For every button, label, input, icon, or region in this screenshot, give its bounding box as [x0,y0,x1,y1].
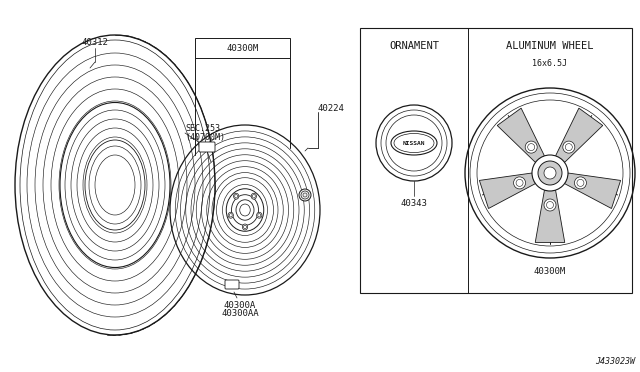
Ellipse shape [257,212,262,218]
Ellipse shape [228,212,234,218]
Text: J433023W: J433023W [595,357,635,366]
Circle shape [299,189,311,201]
Polygon shape [479,173,536,208]
Text: 16x6.5J: 16x6.5J [532,58,568,67]
Circle shape [544,199,556,211]
Circle shape [544,167,556,179]
Text: 40343: 40343 [401,199,428,208]
Text: (40700M): (40700M) [185,132,225,141]
Circle shape [575,177,586,189]
Text: 40300AA: 40300AA [221,310,259,318]
Text: NISSAN: NISSAN [403,141,425,145]
Ellipse shape [251,193,257,199]
Polygon shape [564,173,621,208]
Polygon shape [556,108,603,163]
Polygon shape [535,190,564,243]
Text: 40312: 40312 [81,38,108,46]
Text: 40224: 40224 [318,103,345,112]
Polygon shape [497,108,545,163]
Circle shape [563,141,575,153]
Circle shape [538,161,562,185]
FancyBboxPatch shape [199,142,215,152]
Text: ORNAMENT: ORNAMENT [389,41,439,51]
Text: ALUMINUM WHEEL: ALUMINUM WHEEL [506,41,594,51]
Text: SEC.253: SEC.253 [185,124,220,132]
FancyBboxPatch shape [225,280,239,289]
Text: 40300M: 40300M [227,44,259,52]
Ellipse shape [243,224,248,230]
Circle shape [513,177,525,189]
Ellipse shape [234,193,239,199]
Text: 40300M: 40300M [534,266,566,276]
Text: 40300A: 40300A [224,301,256,310]
Circle shape [525,141,537,153]
Circle shape [532,155,568,191]
